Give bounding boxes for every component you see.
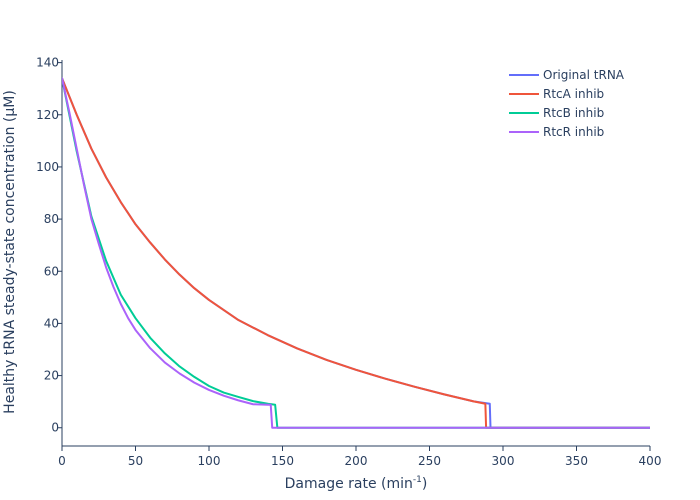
y-axis-ticks: 0 20 40 60 80 100 120 140 [36,56,62,435]
axes [61,60,650,447]
y-tick-label: 120 [36,108,59,122]
y-axis-title: Healthy tRNA steady-state concentration … [2,90,18,414]
x-tick-label: 300 [492,454,515,468]
x-tick-label: 0 [58,454,66,468]
y-tick-label: 20 [44,369,59,383]
x-tick-label: 400 [639,454,662,468]
x-tick-label: 250 [418,454,441,468]
y-tick-label: 60 [44,264,59,278]
legend-label: RtcB inhib [543,106,604,120]
x-axis-ticks: 0 50 100 150 200 250 300 350 400 [58,446,661,468]
x-tick-label: 200 [345,454,368,468]
series-lines [62,77,650,429]
legend-label: RtcR inhib [543,125,604,139]
legend: Original tRNA RtcA inhib RtcB inhib RtcR in… [509,68,625,139]
x-tick-label: 150 [271,454,294,468]
x-tick-label: 350 [565,454,588,468]
series-line-3 [62,77,650,429]
y-tick-label: 100 [36,160,59,174]
y-tick-label: 80 [44,212,59,226]
x-axis-title: Damage rate (min-1) [285,475,428,492]
x-tick-label: 100 [198,454,221,468]
y-tick-label: 40 [44,316,59,330]
legend-label: Original tRNA [543,68,625,82]
legend-label: RtcA inhib [543,87,604,101]
x-tick-label: 50 [128,454,143,468]
y-tick-label: 140 [36,56,59,70]
series-line-1 [62,77,650,429]
y-tick-label: 0 [51,421,59,435]
